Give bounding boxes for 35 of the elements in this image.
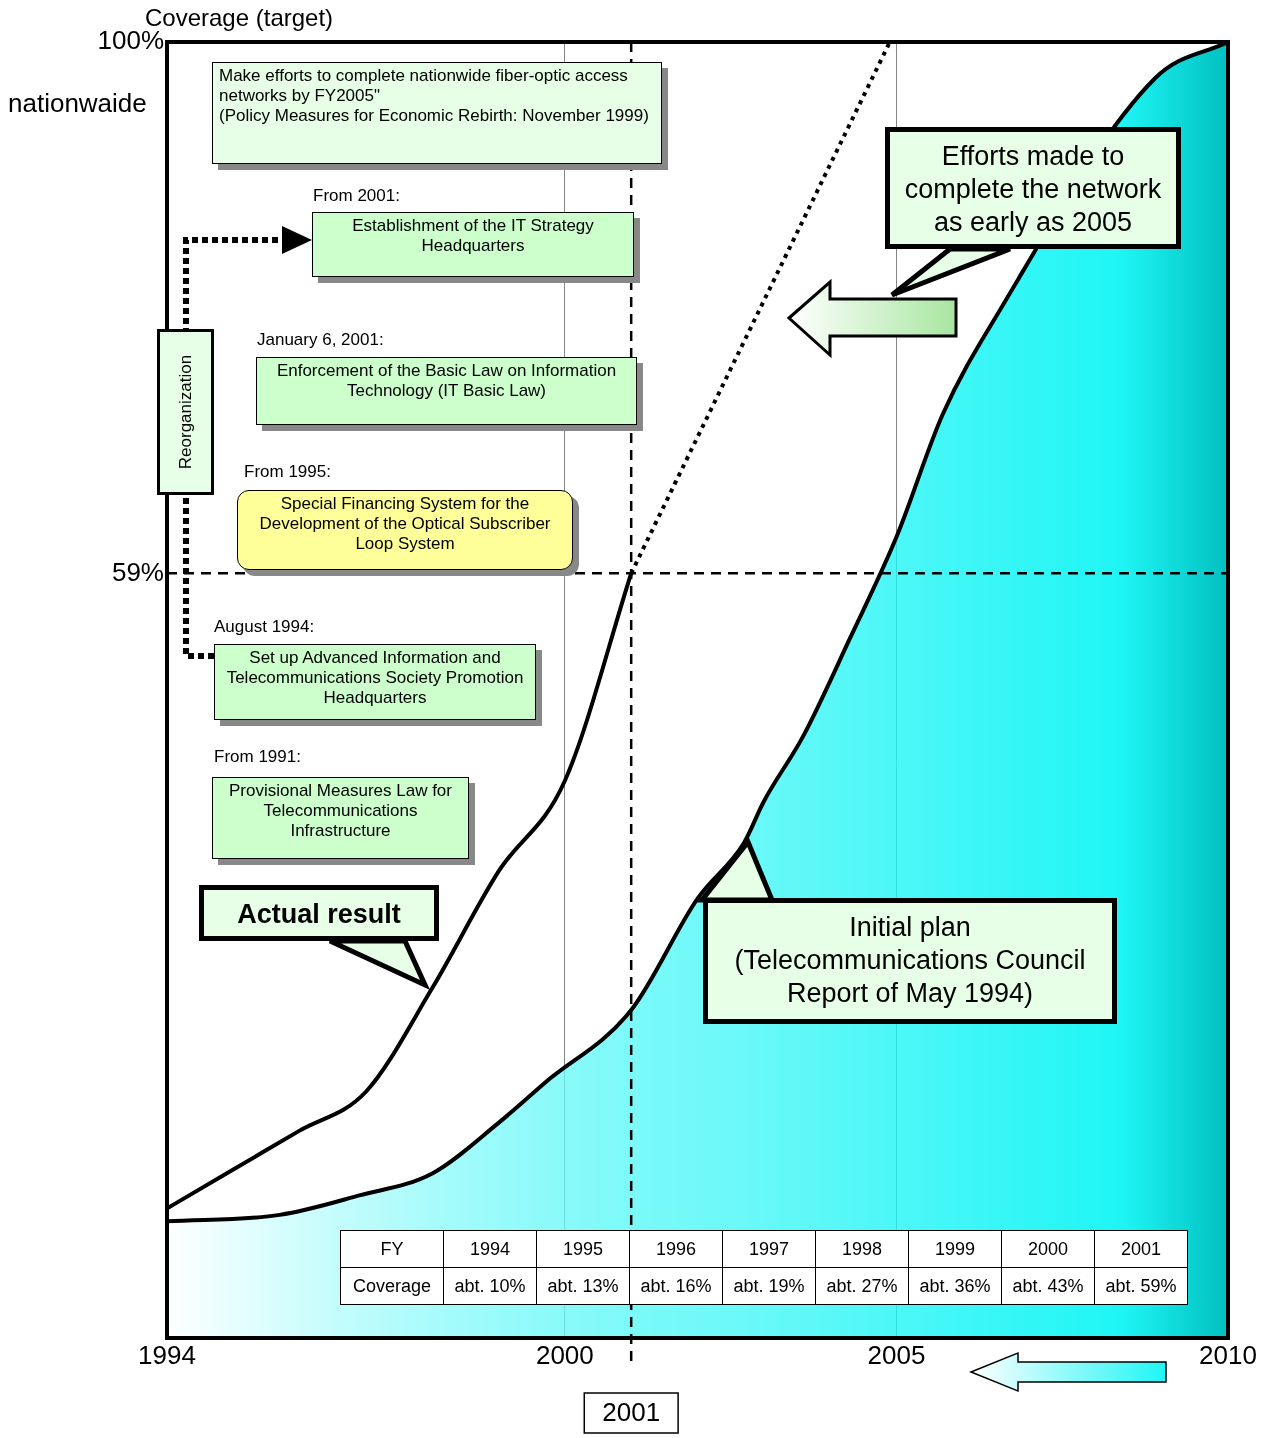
annotation: From 2001:: [313, 186, 400, 206]
annotation: abt. 13%: [536, 1267, 630, 1305]
x-tick-label: 2000: [535, 1339, 594, 1370]
annotation: 1995: [536, 1230, 630, 1268]
x-tick-label: 1994: [138, 1339, 196, 1370]
annotation: 1997: [722, 1230, 816, 1268]
annotation: From 1995:: [244, 462, 331, 482]
annotation: 1998: [815, 1230, 909, 1268]
annotation: January 6, 2001:: [257, 330, 384, 350]
annotation: 1996: [629, 1230, 723, 1268]
annotation: abt. 19%: [722, 1267, 816, 1305]
ref-line-label: 2001: [602, 1397, 661, 1428]
x-tick-label: 2010: [1199, 1339, 1257, 1370]
annotation: abt. 43%: [1001, 1267, 1095, 1305]
annotation: 2000: [1001, 1230, 1095, 1268]
legend-label: Initial plan (Telecommunications Council Report of May 1994): [703, 898, 1117, 1024]
text: nationwaide: [8, 88, 147, 119]
annotation: August 1994:: [214, 617, 315, 637]
annotation: Coverage: [340, 1267, 444, 1305]
annotation: 2001: [1094, 1230, 1188, 1268]
note-box: Reorganization: [157, 329, 214, 495]
text: Actual result: [199, 885, 439, 941]
annotation: From 1991:: [214, 747, 301, 767]
x-tick-label: 2005: [867, 1339, 926, 1370]
y-tick-label: 59%: [111, 556, 164, 587]
annotation: abt. 10%: [443, 1267, 537, 1305]
text: Efforts made to complete the network as early as 2005: [885, 127, 1181, 249]
annotation: Reorganization: [175, 354, 196, 470]
annotation: FY: [340, 1230, 444, 1268]
annotation: abt. 59%: [1094, 1267, 1188, 1305]
annotation: abt. 36%: [908, 1267, 1002, 1305]
annotation: abt. 16%: [629, 1267, 723, 1305]
annotation: 1994: [443, 1230, 537, 1268]
annotation: abt. 27%: [815, 1267, 909, 1305]
annotation: 1999: [908, 1230, 1002, 1268]
